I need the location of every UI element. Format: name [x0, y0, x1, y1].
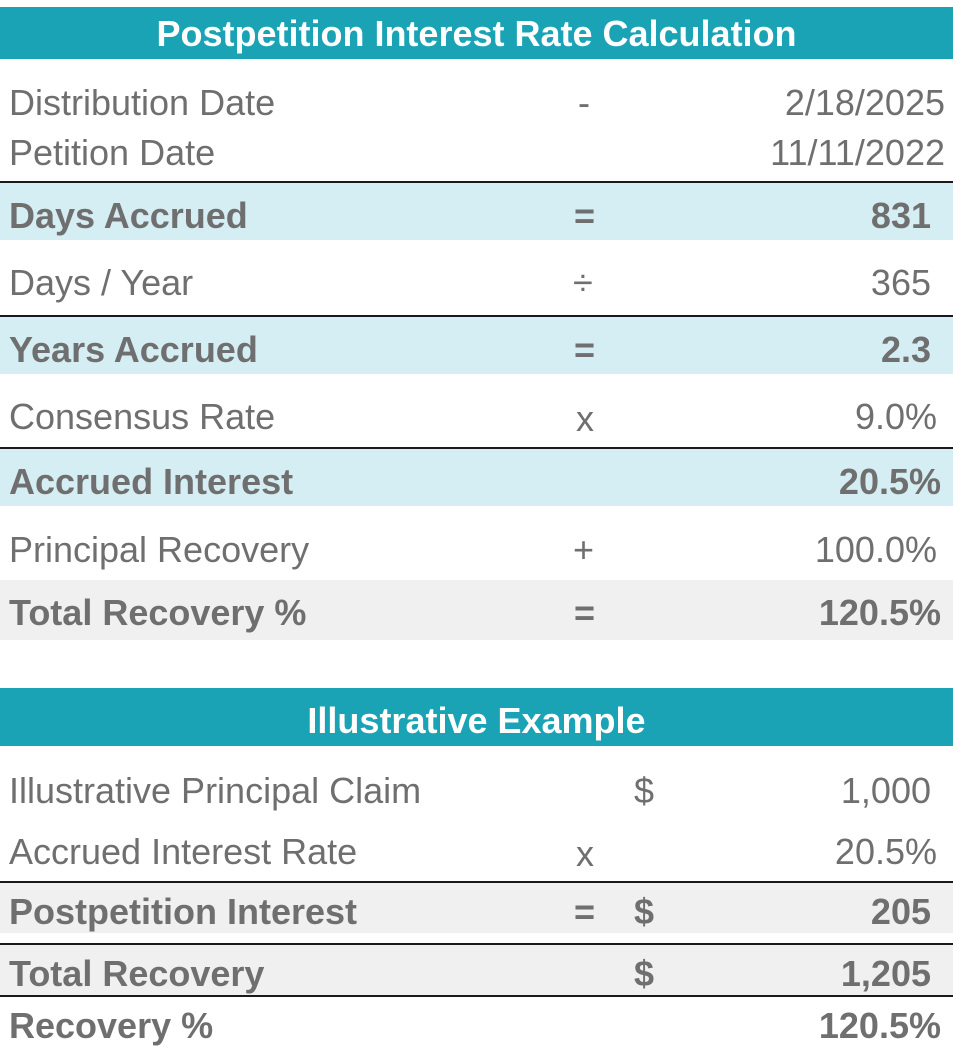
divider	[0, 447, 953, 449]
row-total-recovery: Total Recovery $ 1,205	[0, 945, 953, 995]
accrued-interest-label: Accrued Interest	[9, 461, 294, 502]
consensus-rate-label: Consensus Rate	[9, 396, 276, 437]
postpetition-interest-label: Postpetition Interest	[9, 891, 358, 932]
postpetition-interest-value: 205	[870, 891, 931, 932]
row-consensus-rate: Consensus Rate x 9.0%	[0, 394, 953, 439]
total-recovery-currency: $	[634, 953, 655, 994]
row-recovery-percent: Recovery % 120.5%	[0, 997, 953, 1049]
divider	[0, 181, 953, 183]
distribution-date-value: 2/18/2025	[784, 82, 945, 123]
principal-recovery-value: 100.0%	[814, 529, 937, 570]
calculation-title: Postpetition Interest Rate Calculation	[156, 13, 797, 54]
principal-claim-currency: $	[634, 770, 655, 811]
total-recovery-percent-value: 120.5%	[818, 592, 941, 633]
divider	[0, 995, 953, 997]
row-days-accrued: Days Accrued = 831	[0, 183, 953, 240]
total-recovery-value: 1,205	[840, 953, 931, 994]
example-title: Illustrative Example	[307, 700, 646, 741]
row-distribution-date: Distribution Date - 2/18/2025	[0, 80, 953, 124]
years-accrued-operator: =	[574, 329, 596, 370]
days-per-year-operator: ÷	[573, 262, 593, 303]
days-per-year-value: 365	[870, 262, 931, 303]
total-recovery-label: Total Recovery	[9, 953, 265, 994]
accrued-interest-value: 20.5%	[838, 461, 941, 502]
divider	[0, 943, 953, 945]
principal-recovery-label: Principal Recovery	[9, 529, 310, 570]
row-illustrative-principal-claim: Illustrative Principal Claim $ 1,000	[0, 768, 953, 812]
days-accrued-value: 831	[870, 195, 931, 236]
recovery-percent-label: Recovery %	[9, 1005, 214, 1046]
distribution-date-label: Distribution Date	[9, 82, 276, 123]
consensus-rate-value: 9.0%	[854, 396, 937, 437]
accrued-interest-rate-label: Accrued Interest Rate	[9, 831, 358, 872]
petition-date-value: 11/11/2022	[770, 132, 945, 173]
example-header-band	[0, 688, 953, 746]
petition-date-label: Petition Date	[9, 132, 216, 173]
postpetition-interest-operator: =	[574, 891, 596, 932]
total-recovery-percent-operator: =	[574, 592, 596, 633]
postpetition-interest-currency: $	[634, 891, 655, 932]
accrued-interest-rate-value: 20.5%	[834, 831, 937, 872]
accrued-interest-rate-operator: x	[576, 833, 594, 874]
divider	[0, 315, 953, 317]
calculation-header-band	[0, 7, 953, 59]
principal-recovery-operator: +	[573, 529, 595, 570]
years-accrued-value: 2.3	[880, 329, 931, 370]
divider	[0, 881, 953, 883]
row-petition-date: Petition Date 11/11/2022	[0, 130, 953, 174]
total-recovery-percent-label: Total Recovery %	[9, 592, 307, 633]
row-postpetition-interest: Postpetition Interest = $ 205	[0, 883, 953, 933]
days-per-year-label: Days / Year	[9, 262, 194, 303]
principal-claim-value: 1,000	[840, 770, 931, 811]
row-accrued-interest: Accrued Interest 20.5%	[0, 449, 953, 506]
recovery-percent-value: 120.5%	[818, 1005, 941, 1046]
years-accrued-label: Years Accrued	[9, 329, 258, 370]
row-total-recovery-percent: Total Recovery % = 120.5%	[0, 580, 953, 640]
row-principal-recovery: Principal Recovery + 100.0%	[0, 527, 953, 571]
days-accrued-label: Days Accrued	[9, 195, 248, 236]
row-years-accrued: Years Accrued = 2.3	[0, 317, 953, 374]
distribution-date-operator: -	[578, 82, 590, 123]
row-accrued-interest-rate: Accrued Interest Rate x 20.5%	[0, 829, 953, 874]
row-days-per-year: Days / Year ÷ 365	[0, 260, 953, 304]
days-accrued-operator: =	[574, 195, 596, 236]
consensus-rate-operator: x	[576, 398, 594, 439]
principal-claim-label: Illustrative Principal Claim	[9, 770, 422, 811]
